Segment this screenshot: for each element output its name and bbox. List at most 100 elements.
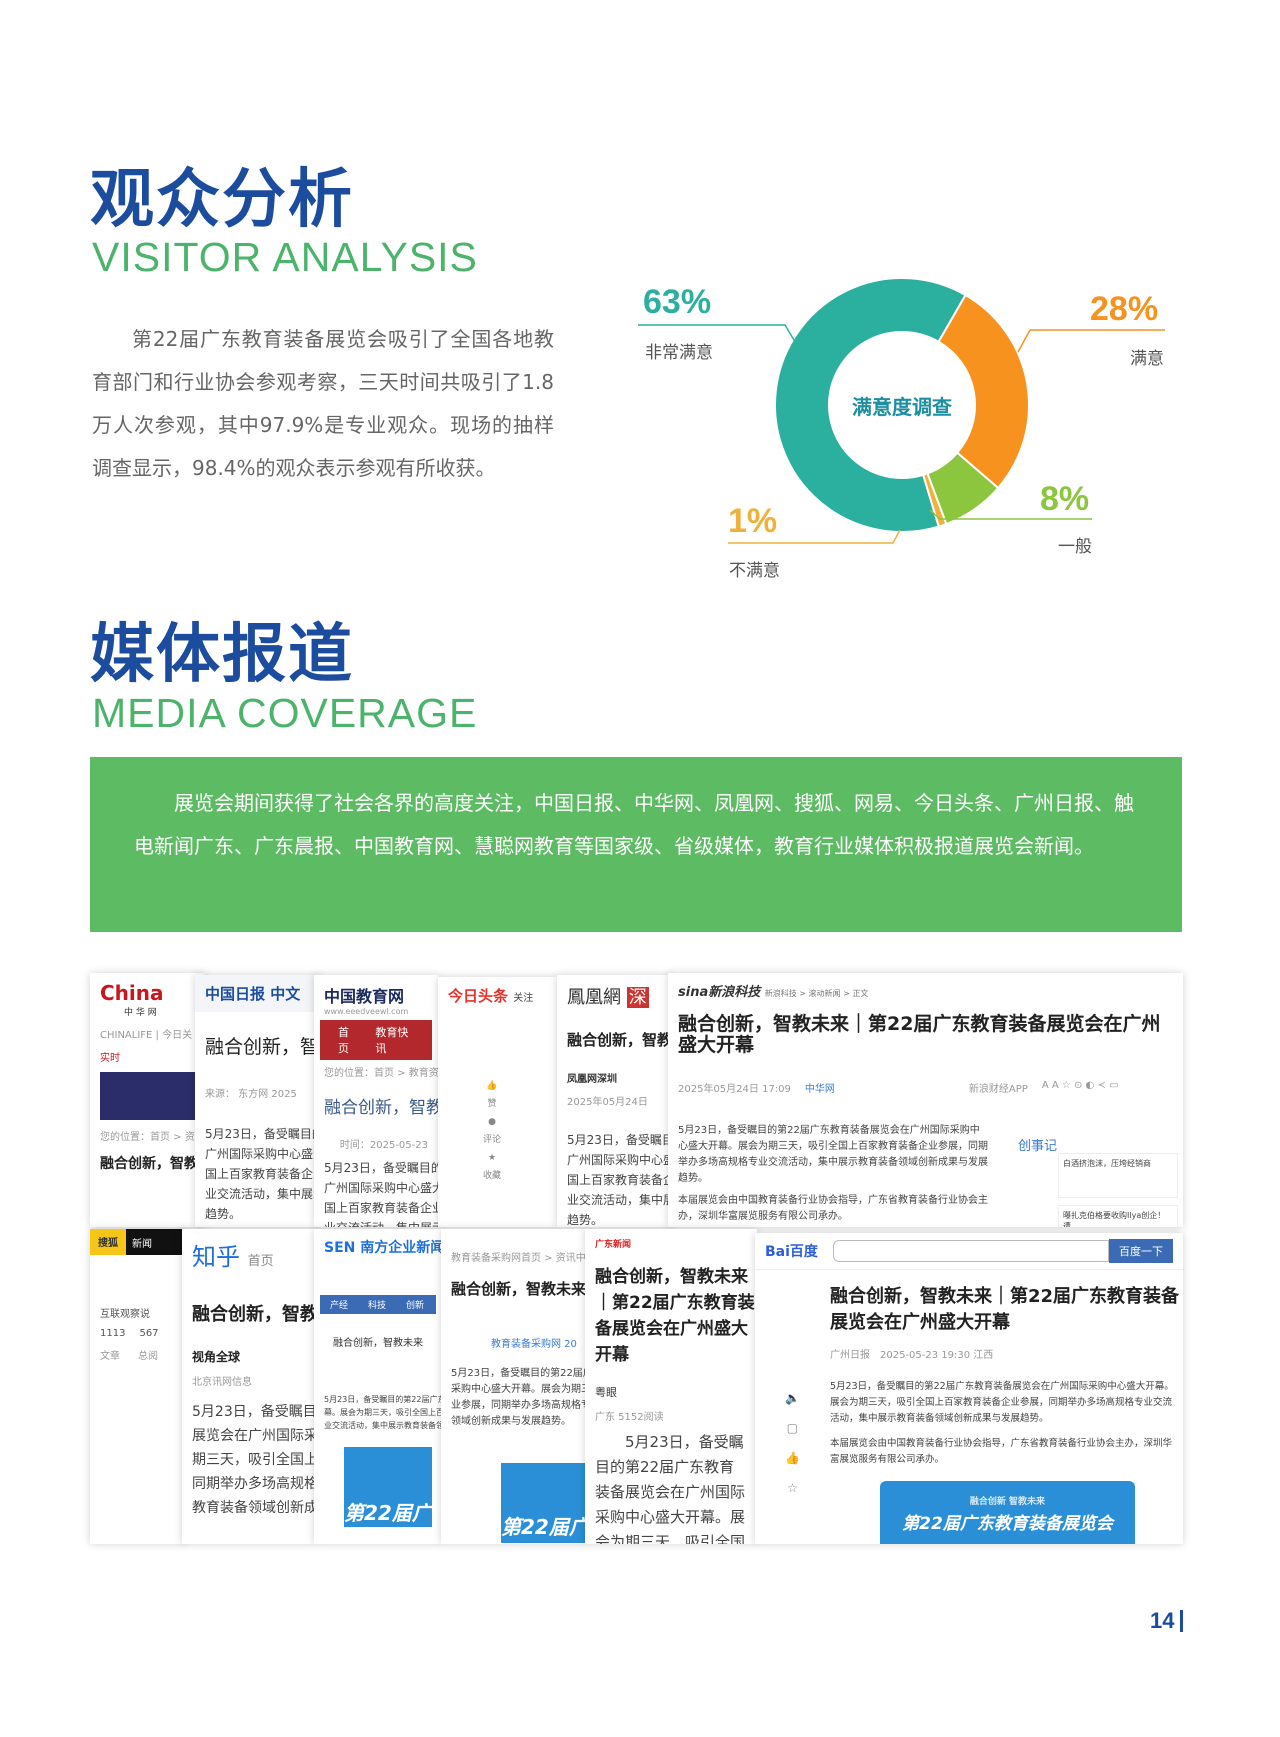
screenshot-baidu: Bai百度 百度一下 融合创新，智教未来｜第22届广东教育装备展览会在广州盛大开… — [755, 1233, 1183, 1544]
donut-center-title: 满意度调查 — [852, 395, 952, 419]
sohu-stat-2: 567 — [139, 1328, 159, 1339]
toutiao-comment: 评论 — [483, 1135, 502, 1145]
star-icon[interactable]: ☆ — [787, 1481, 798, 1495]
satisfaction-donut-chart: 满意度调查 — [638, 277, 1165, 544]
sohu-stat-label-1: 文章 — [100, 1351, 120, 1362]
media-subtitle: MEDIA COVERAGE — [92, 690, 478, 736]
ifeng-headline: 融合创新，智教未来 — [567, 1031, 673, 1049]
page-number: 14 — [1150, 1610, 1184, 1632]
screenshot-caigou: 教育装备采购网首页 > 资讯中心 融合创新，智教未来 教育装备采购网 20 5月… — [441, 1229, 586, 1544]
screenshot-zhihu: 知乎 首页 融合创新，智教未来 视角全球 北京讯网信息 5月23日，备受瞩目的第… — [182, 1229, 315, 1544]
donut-slice-1 — [937, 293, 1030, 490]
sen-headline: 融合创新，智教未来 — [333, 1338, 423, 1349]
china-headline: 融合创新，智教未来 — [100, 1156, 205, 1172]
china-logo-subtitle: 中 华 网 — [124, 1008, 157, 1018]
baidu-date: 2025-05-23 19:30 江西 — [880, 1350, 994, 1361]
sen-nav-2[interactable]: 科技 — [368, 1301, 387, 1311]
toutiao-logo: 今日头条 — [448, 987, 509, 1005]
chinadaily-logo: 中国日报 中文 — [195, 975, 320, 1012]
screenshot-eduweb: 中国教育网 www.eeedveewl.com 首页 教育快讯 您的位置：首页 >… — [314, 975, 438, 1227]
china-live: 实时 — [100, 1053, 120, 1064]
baidu-headline: 融合创新，智教未来｜第22届广东教育装备展览会在广州盛大开幕 — [830, 1286, 1180, 1333]
toutiao-like: 赞 — [487, 1099, 497, 1109]
sina-crumb: 新浪科技 > 滚动新闻 > 正文 — [764, 989, 869, 998]
label-pct-3: 1% — [728, 502, 778, 540]
toutiao-follow[interactable]: 关注 — [513, 993, 534, 1004]
sina-side-title: 创事记 — [1018, 1139, 1058, 1154]
screenshot-chinacom: China 中 华 网 CHINALIFE | 今日关 实时 您的位置：首页 >… — [90, 973, 205, 1227]
sohu-name: 互联观察说 — [100, 1309, 150, 1320]
zhihu-logo: 知乎 — [192, 1243, 240, 1271]
comment-icon[interactable]: ● — [488, 1117, 496, 1127]
label-pct-2: 8% — [1040, 480, 1090, 518]
chinadaily-headline: 融合创新，智教未来 — [205, 1036, 320, 1058]
like-icon[interactable]: 👍 — [785, 1451, 800, 1465]
label-cat-2: 一般 — [1058, 537, 1092, 557]
speaker-icon[interactable]: 🔈 — [785, 1391, 800, 1405]
caigou-body: 5月23日，备受瞩目的第22届广东教育装备展览会在广州国际采购中心盛大开幕。展会… — [451, 1368, 586, 1427]
sen-banner-image: 第22届广东教育装备展览会 — [344, 1447, 442, 1527]
sen-nav-3[interactable]: 创新 — [406, 1301, 425, 1311]
label-cat-1: 满意 — [1130, 349, 1164, 369]
sina-date: 2025年05月24日 17:09 — [678, 1084, 791, 1095]
ifeng-tag: 深 — [626, 987, 649, 1008]
like-icon[interactable]: 👍 — [486, 1081, 498, 1091]
edu-nav-home[interactable]: 首页 — [338, 1026, 349, 1055]
zhihu-body: 5月23日，备受瞩目的第22届广东教育装备展览会在广州国际采购中心盛大开幕。展会… — [192, 1404, 315, 1516]
screenshot-yueyan: 广东新闻 融合创新，智教未来｜第22届广东教育装备展览会在广州盛大开幕 粤眼 广… — [585, 1229, 757, 1544]
sina-toolbar-icons[interactable]: A A ☆ ⊙ ◐ ≺ ▭ — [1041, 1080, 1119, 1091]
sohu-nav[interactable]: 新闻 — [132, 1239, 152, 1250]
baidu-body: 5月23日，备受瞩目的第22届广东教育装备展览会在广州国际采购中心盛大开幕。展会… — [830, 1381, 1174, 1424]
sen-nav-1[interactable]: 产经 — [330, 1301, 349, 1311]
zhihu-headline: 融合创新，智教未来 — [192, 1304, 315, 1325]
sina-app[interactable]: 新浪财经APP — [968, 1084, 1028, 1095]
sina-headline: 融合创新，智教未来｜第22届广东教育装备展览会在广州盛大开幕 — [678, 1013, 1161, 1056]
screenshot-chinadaily: 中国日报 中文 融合创新，智教未来 来源： 东方网 2025 5月23日，备受瞩… — [195, 975, 320, 1227]
baidu-body2: 本届展览会由中国教育装备行业协会指导，广东省教育装备行业协会主办，深圳华富展览服… — [830, 1438, 1173, 1465]
leader-line-3 — [728, 529, 901, 544]
media-summary-box: 展览会期间获得了社会各界的高度关注，中国日报、中华网、凤凰网、搜狐、网易、今日头… — [90, 757, 1182, 932]
china-image — [100, 1072, 195, 1120]
donut-slice-0 — [774, 277, 967, 533]
chinadaily-body: 5月23日，备受瞩目的第22届广东教育装备展览会在广州国际采购中心盛大开幕。展会… — [205, 1127, 320, 1221]
baidu-banner-title: 第22届广东教育装备展览会 — [902, 1514, 1113, 1534]
star-icon[interactable]: ★ — [487, 1153, 497, 1163]
zhihu-author: 视角全球 — [192, 1350, 241, 1364]
screenshot-sohu: 搜狐 新闻 互联观察说 1113 567 文章 总阅 — [90, 1229, 185, 1544]
caigou-headline: 融合创新，智教未来 — [451, 1280, 586, 1298]
sohu-stat-label-2: 总阅 — [138, 1351, 158, 1362]
baidu-logo: Bai百度 — [765, 1244, 818, 1260]
comment-icon[interactable]: ▢ — [786, 1421, 799, 1435]
sen-body: 5月23日，备受瞩目的第22届广东教育装备展览会在广州国际采购中心盛大开幕。展会… — [324, 1395, 442, 1430]
edu-headline: 融合创新，智教未来 — [324, 1098, 438, 1118]
leader-line-0 — [638, 324, 801, 351]
edu-logo: 中国教育网 — [324, 987, 405, 1006]
caigou-banner-image: 第22届广东教育装备展览会 — [501, 1463, 586, 1543]
baidu-search-input[interactable] — [833, 1240, 1109, 1262]
yueyan-body: 5月23日，备受瞩目的第22届广东教育装备展览会在广州国际采购中心盛大开幕。展会… — [595, 1433, 746, 1544]
leader-line-1 — [1017, 329, 1165, 353]
ifeng-logo: 鳳凰網 — [567, 987, 621, 1008]
baidu-banner-slogan: 融合创新 智教未来 — [969, 1497, 1046, 1507]
sina-source[interactable]: 中华网 — [804, 1084, 835, 1095]
zhihu-org: 北京讯网信息 — [192, 1377, 252, 1388]
ifeng-date: 2025年05月24日 — [567, 1097, 648, 1108]
edu-nav-news[interactable]: 教育快讯 — [375, 1026, 409, 1055]
edu-url: www.eeedveewl.com — [324, 1007, 409, 1016]
baidu-search-button[interactable]: 百度一下 — [1109, 1239, 1173, 1263]
yueyan-reads: 广东 5152阅读 — [595, 1412, 664, 1423]
visitor-paragraph: 第22届广东教育装备展览会吸引了全国各地教育部门和行业协会参观考察，三天时间共吸… — [92, 327, 554, 480]
sina-logo: sina新浪科技 — [678, 985, 761, 1000]
chinadaily-source: 来源： 东方网 2025 — [205, 1089, 297, 1100]
screenshot-ifeng: 鳳凰網 深 融合创新，智教未来 凤凰网深圳 2025年05月24日 5月23日，… — [557, 975, 673, 1227]
baidu-side-actions[interactable]: 🔈 ▢ 👍 ☆ — [785, 1383, 800, 1503]
caigou-crumb: 教育装备采购网首页 > 资讯中心 — [451, 1253, 586, 1264]
zhihu-nav[interactable]: 首页 — [247, 1254, 274, 1269]
baidu-source: 广州日报 — [830, 1350, 870, 1361]
ifeng-body: 5月23日，备受瞩目的第22届广东教育装备展览会在广州国际采购中心盛大开幕。展会… — [567, 1133, 673, 1227]
screenshot-sen: SEN 南方企业新闻网 产经 科技 创新 融合创新，智教未来 5月23日，备受瞩目的… — [314, 1229, 442, 1544]
sina-side-item-1[interactable]: 白酒挤泡沫，压垮经销商 — [1058, 1153, 1178, 1198]
sina-side-item-2[interactable]: 曝扎克伯格要收购Ilya创企！遭 — [1058, 1205, 1178, 1227]
edu-nav: 首页 教育快讯 — [320, 1020, 432, 1060]
china-crumb: 您的位置：首页 > 资 — [100, 1132, 195, 1143]
